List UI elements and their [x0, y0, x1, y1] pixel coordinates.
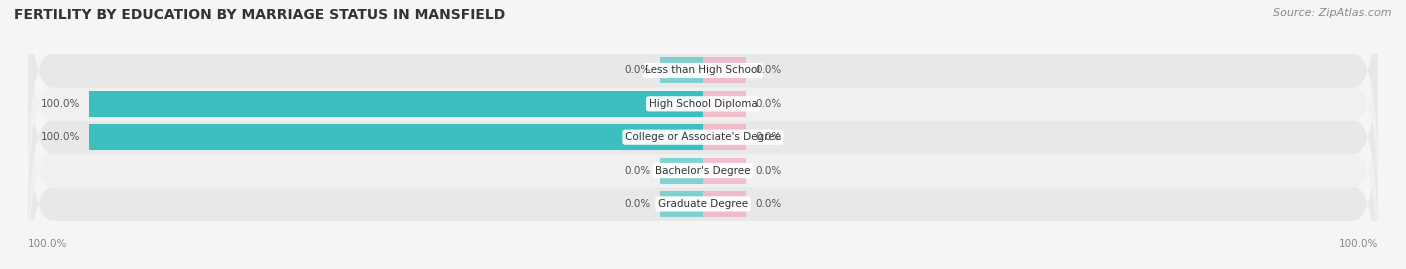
Text: Source: ZipAtlas.com: Source: ZipAtlas.com — [1274, 8, 1392, 18]
Bar — [703, 58, 747, 83]
Bar — [703, 124, 747, 150]
Text: Bachelor's Degree: Bachelor's Degree — [655, 165, 751, 176]
FancyBboxPatch shape — [28, 87, 1378, 269]
Text: FERTILITY BY EDUCATION BY MARRIAGE STATUS IN MANSFIELD: FERTILITY BY EDUCATION BY MARRIAGE STATU… — [14, 8, 505, 22]
Text: 0.0%: 0.0% — [755, 99, 782, 109]
Text: High School Diploma: High School Diploma — [648, 99, 758, 109]
Text: 100.0%: 100.0% — [28, 239, 67, 249]
Text: 0.0%: 0.0% — [755, 199, 782, 209]
Bar — [90, 124, 703, 150]
Bar — [659, 158, 703, 183]
Text: Graduate Degree: Graduate Degree — [658, 199, 748, 209]
Bar — [703, 158, 747, 183]
Bar — [703, 91, 747, 117]
FancyBboxPatch shape — [28, 0, 1378, 187]
Bar — [90, 91, 703, 117]
Text: 100.0%: 100.0% — [41, 99, 80, 109]
Text: 0.0%: 0.0% — [624, 165, 651, 176]
Text: 100.0%: 100.0% — [1339, 239, 1378, 249]
Bar — [703, 191, 747, 217]
Text: 0.0%: 0.0% — [755, 132, 782, 142]
Text: College or Associate's Degree: College or Associate's Degree — [626, 132, 780, 142]
Text: 100.0%: 100.0% — [41, 132, 80, 142]
FancyBboxPatch shape — [28, 0, 1378, 220]
Bar — [659, 191, 703, 217]
FancyBboxPatch shape — [28, 21, 1378, 254]
Text: 0.0%: 0.0% — [755, 165, 782, 176]
Text: 0.0%: 0.0% — [755, 65, 782, 76]
Bar — [659, 58, 703, 83]
Text: 0.0%: 0.0% — [624, 199, 651, 209]
Text: Less than High School: Less than High School — [645, 65, 761, 76]
Text: 0.0%: 0.0% — [624, 65, 651, 76]
FancyBboxPatch shape — [28, 54, 1378, 269]
